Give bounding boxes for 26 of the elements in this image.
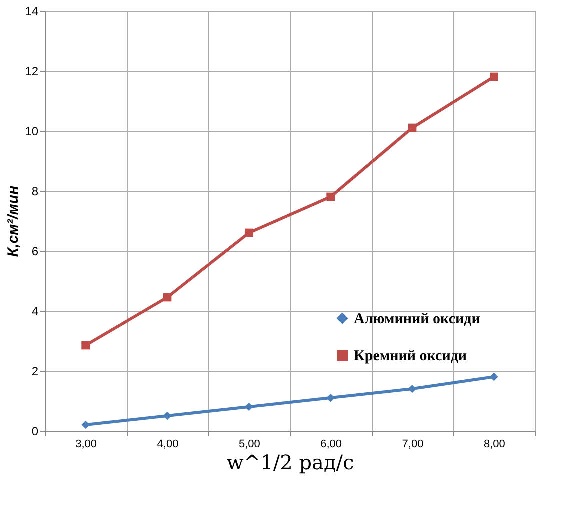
y-tick-label: 0 <box>32 424 39 438</box>
legend-label: Кремний оксиди <box>354 348 468 364</box>
y-tick-label: 10 <box>25 124 39 138</box>
x-tick-label: 5,00 <box>238 438 260 450</box>
x-tick-label: 7,00 <box>402 438 424 450</box>
point <box>408 124 417 132</box>
legend-label: Алюминий оксиди <box>354 312 481 328</box>
point <box>244 228 254 238</box>
x-tick-label: 3,00 <box>76 438 98 450</box>
y-tick-label: 8 <box>32 184 39 198</box>
y-tick-label: 2 <box>32 364 39 378</box>
x-tick-label: 8,00 <box>484 438 506 450</box>
y-tick-label: 14 <box>25 4 39 18</box>
x-tick-label: 4,00 <box>157 438 179 450</box>
y-tick-label: 6 <box>32 244 39 258</box>
point <box>490 72 498 82</box>
y-tick-label: 4 <box>32 304 39 318</box>
y-axis-title: К,см²/мин <box>5 186 22 258</box>
point <box>163 293 172 302</box>
y-tick-label: 12 <box>25 64 39 78</box>
point <box>82 341 90 350</box>
point <box>408 384 417 394</box>
point <box>326 192 336 202</box>
point <box>163 412 172 420</box>
x-tick-label: 6,00 <box>320 438 342 450</box>
x-axis-title: w^1/2 рад/с <box>226 450 354 474</box>
